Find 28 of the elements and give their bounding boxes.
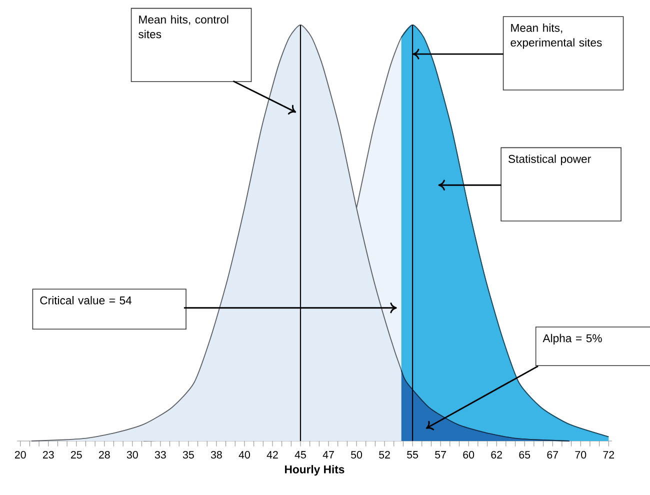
- x-tick-label: 20: [14, 451, 26, 459]
- x-tick-label: 72: [603, 451, 614, 458]
- x-tick-label: 30: [126, 451, 138, 459]
- x-tick-label: 40: [238, 451, 250, 459]
- x-tick-label: 67: [547, 451, 558, 459]
- x-tick-label: 47: [322, 451, 334, 458]
- x-tick-label: 35: [182, 451, 194, 459]
- x-axis-title: Hourly Hits: [285, 465, 344, 476]
- x-tick-label: 60: [463, 451, 474, 459]
- x-tick-label: 62: [491, 451, 502, 459]
- x-tick-label: 38: [210, 451, 222, 459]
- annotation: Alpha = 5%: [542, 334, 602, 344]
- x-tick-label: 45: [294, 451, 306, 458]
- x-tick-label: 25: [71, 451, 82, 459]
- annotation: Mean hits, control sites: [138, 15, 228, 38]
- x-tick-label: 57: [435, 451, 446, 458]
- x-tick-label: 55: [407, 451, 418, 458]
- x-tick-label: 42: [266, 451, 278, 458]
- x-tick-label: 28: [99, 451, 110, 459]
- x-tick-label: 70: [575, 451, 586, 459]
- annotation: Critical value = 54: [40, 296, 132, 304]
- annotation: Mean hits, experimental sites: [510, 24, 602, 49]
- annotation: Statistical power: [508, 154, 591, 166]
- x-tick-label: 23: [42, 451, 54, 459]
- x-tick-label: 50: [351, 451, 362, 459]
- x-tick-label: 52: [379, 451, 390, 459]
- x-tick-label: 33: [154, 451, 166, 459]
- x-tick-label: 65: [519, 451, 530, 459]
